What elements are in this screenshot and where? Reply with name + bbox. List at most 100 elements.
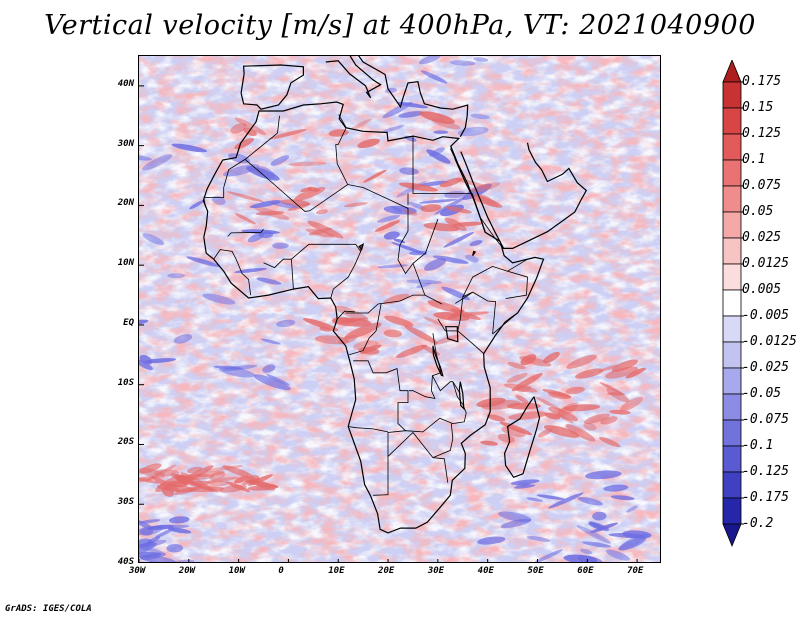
ascent-streak: [506, 402, 541, 410]
descent-streak: [406, 279, 442, 285]
ascent-streak: [609, 409, 631, 415]
descent-streak: [592, 511, 607, 521]
descent-streak: [380, 125, 405, 134]
ascent-streak: [204, 476, 239, 484]
ascent-streak: [153, 469, 180, 477]
ascent-streak: [431, 119, 461, 130]
descent-streak: [166, 543, 184, 553]
ascent-streak: [506, 373, 528, 383]
country-border: [330, 251, 362, 299]
ascent-streak: [314, 335, 350, 345]
ascent-streak: [520, 354, 537, 366]
descent-streak: [477, 536, 506, 545]
ascent-streak: [508, 411, 548, 420]
descent-streak: [213, 365, 244, 370]
ascent-streak: [363, 169, 387, 183]
ascent-streak: [194, 483, 220, 493]
colorbar-max-arrow: [722, 60, 742, 83]
colorbar-swatch: [722, 211, 742, 239]
ascent-streak: [382, 293, 410, 305]
ascent-streak: [574, 368, 604, 379]
ascent-streak: [583, 422, 597, 431]
ascent-streak: [307, 220, 344, 239]
descent-streak: [514, 484, 536, 489]
ascent-streak: [420, 204, 442, 212]
lake-outline: [458, 381, 465, 411]
colorbar-tick-label: 0.15: [742, 100, 774, 115]
lon-tick-label: 40E: [477, 566, 494, 576]
country-border: [387, 381, 467, 474]
lon-tick-label: 20W: [178, 566, 196, 576]
country-border: [203, 159, 246, 198]
country-border: [335, 114, 347, 145]
descent-streak: [202, 293, 236, 305]
descent-streak: [548, 492, 584, 509]
descent-streak: [139, 154, 152, 161]
descent-streak: [426, 149, 451, 164]
ascent-streak: [234, 475, 249, 484]
descent-streak: [219, 366, 256, 378]
descent-streak: [473, 57, 489, 62]
descent-streak: [266, 374, 290, 386]
descent-streak: [155, 528, 175, 538]
descent-streak: [189, 200, 205, 210]
ascent-streak: [565, 386, 585, 395]
descent-streak: [498, 511, 532, 523]
descent-streak: [270, 155, 290, 166]
ascent-streak: [344, 322, 382, 340]
lake-outline: [472, 250, 477, 256]
ascent-streak: [565, 424, 596, 442]
descent-streak: [580, 548, 593, 555]
descent-streak: [256, 277, 282, 285]
ascent-streak: [444, 206, 472, 214]
colorbar-min-arrow: [722, 523, 742, 548]
descent-streak: [603, 484, 629, 492]
descent-streak: [588, 521, 603, 529]
map-plot-area: [138, 55, 661, 563]
country-border: [353, 360, 409, 431]
coastlines-and-borders: [202, 56, 588, 534]
ascent-streak: [611, 359, 638, 372]
arabia-coastline: [460, 142, 588, 249]
descent-streak: [139, 542, 157, 556]
colorbar-tick-label: -0.075: [742, 412, 789, 427]
ascent-streak: [444, 217, 467, 232]
descent-streak: [383, 205, 417, 215]
lon-tick-label: 0: [278, 566, 284, 576]
ascent-streak: [542, 388, 572, 398]
country-border: [349, 303, 382, 356]
descent-streak: [563, 554, 598, 562]
descent-streak: [142, 233, 165, 246]
ascent-streak: [374, 220, 401, 232]
ascent-streak: [234, 117, 267, 136]
descent-streak: [408, 250, 428, 256]
ascent-streak: [605, 366, 638, 379]
ascent-streak: [288, 161, 327, 167]
colorbar-swatch: [722, 393, 742, 421]
descent-streak: [434, 196, 466, 215]
descent-streak: [211, 195, 226, 206]
ascent-streak: [395, 344, 428, 358]
ascent-streak: [303, 318, 339, 332]
country-border: [412, 136, 473, 194]
descent-streak: [577, 496, 603, 506]
descent-streak: [139, 359, 153, 371]
descent-streak: [399, 167, 419, 175]
descent-streak: [510, 479, 540, 485]
ascent-streak: [328, 129, 349, 137]
ascent-streak: [222, 465, 254, 478]
descent-streak: [256, 166, 276, 179]
ascent-streak: [566, 354, 597, 369]
ascent-streak: [139, 463, 162, 474]
lat-tick-label: 10S: [117, 377, 134, 388]
red-sea-west: [450, 146, 486, 233]
balkans-turkey-coast: [358, 56, 469, 137]
descent-streak: [141, 154, 173, 171]
country-border: [373, 473, 389, 496]
ascent-streak: [542, 351, 560, 364]
country-border: [244, 159, 442, 305]
country-border: [335, 144, 349, 185]
colorbar-tick-label: 0.1: [742, 152, 766, 167]
ascent-streak: [316, 209, 328, 215]
descent-streak: [526, 535, 551, 542]
